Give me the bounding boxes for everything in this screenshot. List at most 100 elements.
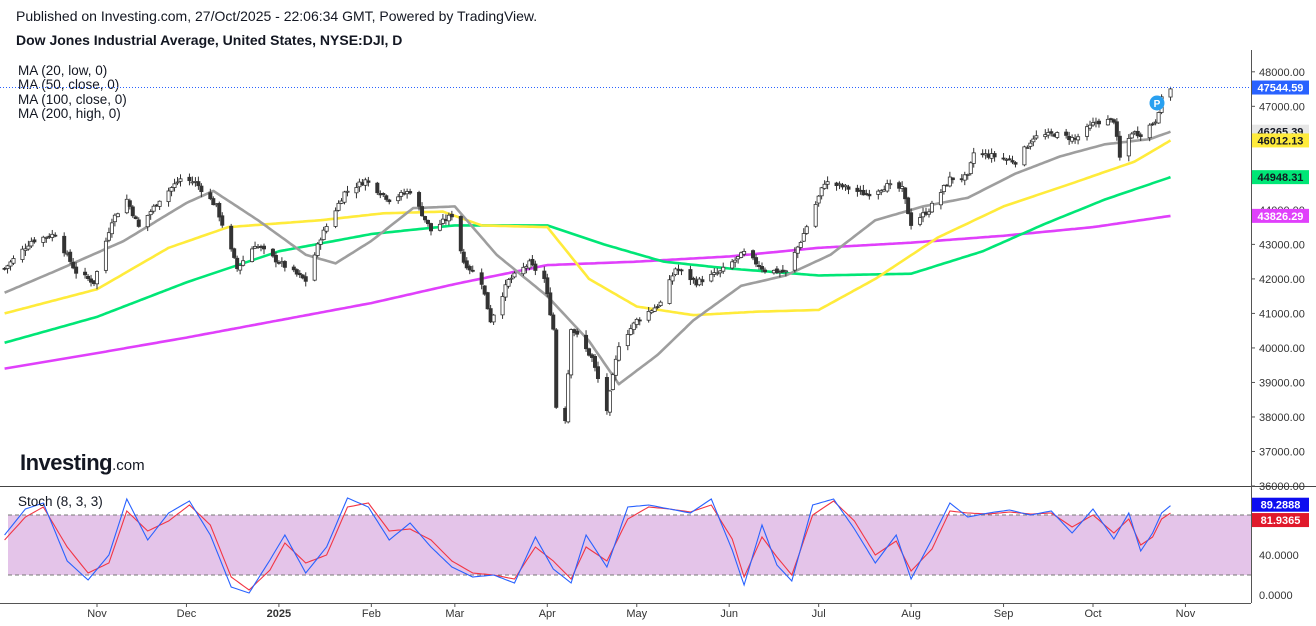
candle-body bbox=[709, 273, 714, 282]
candle-body bbox=[652, 307, 657, 312]
candle-body bbox=[593, 355, 598, 368]
candle-body bbox=[607, 390, 612, 413]
x-tick-label-12: Nov bbox=[1176, 608, 1196, 620]
candle-body bbox=[670, 275, 675, 282]
candle-body bbox=[106, 232, 111, 241]
candle-body bbox=[825, 181, 830, 185]
candle-body bbox=[718, 270, 723, 274]
candle-body bbox=[417, 192, 422, 207]
ma-line-0 bbox=[4, 214, 1171, 370]
candle-body bbox=[318, 239, 323, 245]
candle-body bbox=[533, 263, 538, 271]
legend-ma200[interactable]: MA (200, high, 0) bbox=[18, 105, 121, 121]
price-tag-0 bbox=[1252, 80, 1309, 95]
candle-body bbox=[542, 270, 547, 279]
candle-body bbox=[1055, 132, 1060, 138]
candle-body bbox=[1147, 124, 1152, 139]
stoch-d-line bbox=[4, 500, 1171, 591]
candle-body bbox=[855, 187, 860, 192]
legend-ma100[interactable]: MA (100, close, 0) bbox=[18, 91, 127, 107]
logo-suffix: .com bbox=[112, 457, 145, 474]
candle-body bbox=[819, 187, 824, 197]
candle-body bbox=[918, 217, 923, 225]
candle-body bbox=[530, 258, 535, 266]
candle-body bbox=[169, 187, 174, 192]
candle-body bbox=[83, 271, 88, 276]
candle-body bbox=[312, 254, 317, 281]
candle-body bbox=[739, 252, 744, 258]
candle-body bbox=[715, 272, 720, 275]
candle-body bbox=[235, 257, 240, 270]
candle-body bbox=[751, 250, 756, 259]
candle-body bbox=[566, 373, 571, 423]
candle-body bbox=[1022, 146, 1027, 166]
candle-body bbox=[8, 261, 13, 267]
stoch-band-fill bbox=[8, 515, 1251, 575]
candle-body bbox=[646, 310, 651, 321]
candle-body bbox=[396, 196, 401, 202]
logo-main: Investing bbox=[20, 450, 113, 475]
candle-body bbox=[634, 318, 639, 326]
candle-body bbox=[971, 152, 976, 164]
candle-body bbox=[270, 248, 275, 257]
y-tick-label-0: 48000.00 bbox=[1259, 67, 1305, 79]
candle-body bbox=[1049, 131, 1054, 134]
stoch-tag-1 bbox=[1252, 513, 1309, 528]
candle-body bbox=[906, 197, 911, 214]
candle-body bbox=[470, 269, 475, 272]
candle-body bbox=[95, 271, 100, 285]
candle-body bbox=[324, 226, 329, 232]
candle-body bbox=[637, 319, 642, 322]
candle-body bbox=[420, 206, 425, 217]
candle-body bbox=[145, 215, 150, 228]
x-tick-label-7: Jun bbox=[720, 608, 738, 620]
candle-body bbox=[482, 285, 487, 295]
candle-body bbox=[584, 334, 589, 350]
candle-body bbox=[1031, 138, 1036, 143]
candle-body bbox=[148, 211, 153, 216]
candle-body bbox=[545, 277, 550, 295]
candle-body bbox=[366, 180, 371, 183]
candle-body bbox=[303, 276, 308, 282]
candle-body bbox=[846, 186, 851, 190]
stoch-y-tick-1: 0.0000 bbox=[1259, 590, 1293, 602]
candle-body bbox=[282, 261, 287, 268]
candle-body bbox=[900, 186, 905, 189]
legend-ma50[interactable]: MA (50, close, 0) bbox=[18, 77, 120, 93]
candle-body bbox=[336, 202, 341, 211]
candle-body bbox=[1126, 137, 1131, 157]
candle-body bbox=[679, 269, 684, 272]
candle-body bbox=[381, 193, 386, 196]
candle-body bbox=[220, 215, 225, 226]
x-tick-label-2: 2025 bbox=[267, 608, 291, 620]
candle-body bbox=[962, 174, 967, 181]
legend-ma20[interactable]: MA (20, low, 0) bbox=[18, 63, 108, 78]
candle-body bbox=[813, 203, 818, 227]
price-tag-label-4: 43826.29 bbox=[1258, 211, 1304, 223]
candle-body bbox=[467, 266, 472, 271]
x-tick-label-6: May bbox=[626, 608, 647, 620]
candle-body bbox=[1064, 131, 1069, 136]
price-tag-2 bbox=[1252, 133, 1309, 148]
candle-body bbox=[843, 184, 848, 187]
candle-body bbox=[133, 216, 138, 220]
candle-body bbox=[333, 210, 338, 227]
stoch-label[interactable]: Stoch (8, 3, 3) bbox=[18, 494, 103, 509]
candle-body bbox=[512, 272, 517, 278]
candle-body bbox=[798, 242, 803, 248]
candle-body bbox=[1096, 120, 1101, 125]
y-tick-label-12: 36000.00 bbox=[1259, 481, 1305, 493]
published-line: Published on Investing.com, 27/Oct/2025 … bbox=[16, 8, 538, 24]
candle-body bbox=[801, 233, 806, 242]
candle-body bbox=[903, 187, 908, 200]
candle-body bbox=[291, 266, 296, 271]
candle-body bbox=[595, 366, 600, 379]
candle-body bbox=[700, 279, 705, 283]
candles bbox=[2, 86, 1173, 424]
y-tick-label-10: 38000.00 bbox=[1259, 412, 1305, 424]
candle-body bbox=[613, 358, 618, 376]
candle-body bbox=[673, 268, 678, 275]
x-tick-label-0: Nov bbox=[87, 608, 107, 620]
candle-body bbox=[41, 236, 46, 243]
